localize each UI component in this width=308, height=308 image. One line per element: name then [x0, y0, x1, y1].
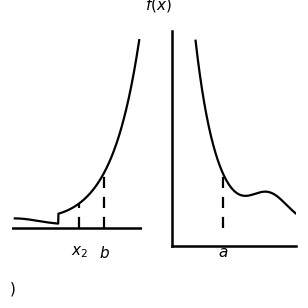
Text: $f(x)$: $f(x)$ [145, 0, 172, 14]
Text: $b$: $b$ [99, 245, 110, 261]
Text: $a$: $a$ [218, 245, 228, 260]
Text: $)$: $)$ [9, 280, 16, 298]
Text: $x_2$: $x_2$ [71, 245, 88, 260]
